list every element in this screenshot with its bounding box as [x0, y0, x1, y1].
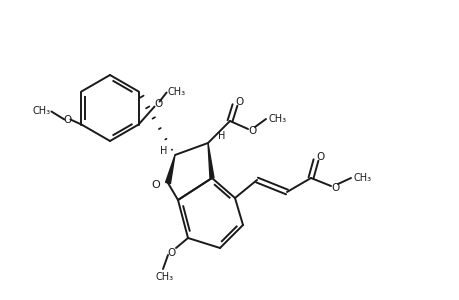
Text: O: O	[154, 98, 162, 109]
Text: O: O	[316, 152, 325, 162]
Text: CH₃: CH₃	[269, 114, 286, 124]
Text: CH₃: CH₃	[353, 173, 371, 183]
Text: H: H	[160, 146, 168, 156]
Text: O: O	[235, 97, 244, 107]
Text: O: O	[168, 248, 176, 258]
Text: O: O	[151, 180, 160, 190]
Text: O: O	[63, 115, 72, 124]
Text: CH₃: CH₃	[156, 272, 174, 282]
Text: CH₃: CH₃	[167, 86, 185, 97]
Text: CH₃: CH₃	[32, 106, 50, 116]
Text: O: O	[248, 126, 257, 136]
Polygon shape	[207, 143, 213, 178]
Polygon shape	[165, 155, 174, 184]
Text: O: O	[331, 183, 339, 193]
Text: H: H	[218, 131, 225, 141]
